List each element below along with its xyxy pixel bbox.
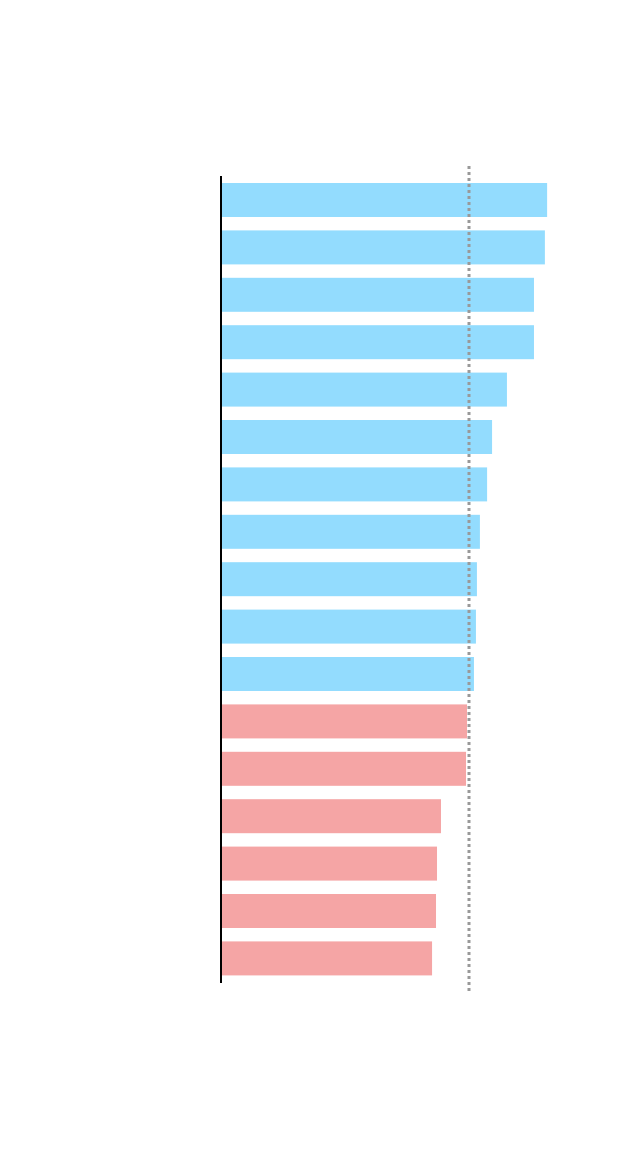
- bar: [221, 894, 437, 928]
- bar: [221, 420, 493, 454]
- bar: [221, 277, 534, 312]
- bar: [221, 941, 433, 976]
- bar: [221, 846, 438, 881]
- bar: [221, 372, 507, 407]
- bar: [221, 467, 488, 502]
- bar: [221, 657, 474, 691]
- bar: [221, 799, 441, 834]
- bar: [221, 325, 534, 360]
- bar: [221, 751, 467, 786]
- bar: [221, 609, 476, 644]
- bar: [221, 183, 548, 217]
- bar: [221, 514, 480, 549]
- bar: [221, 704, 468, 739]
- bar: [221, 230, 545, 265]
- bar: [221, 562, 477, 597]
